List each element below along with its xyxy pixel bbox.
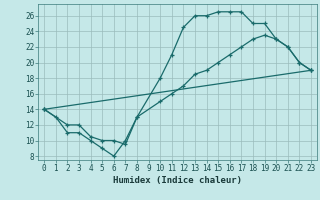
X-axis label: Humidex (Indice chaleur): Humidex (Indice chaleur) bbox=[113, 176, 242, 185]
